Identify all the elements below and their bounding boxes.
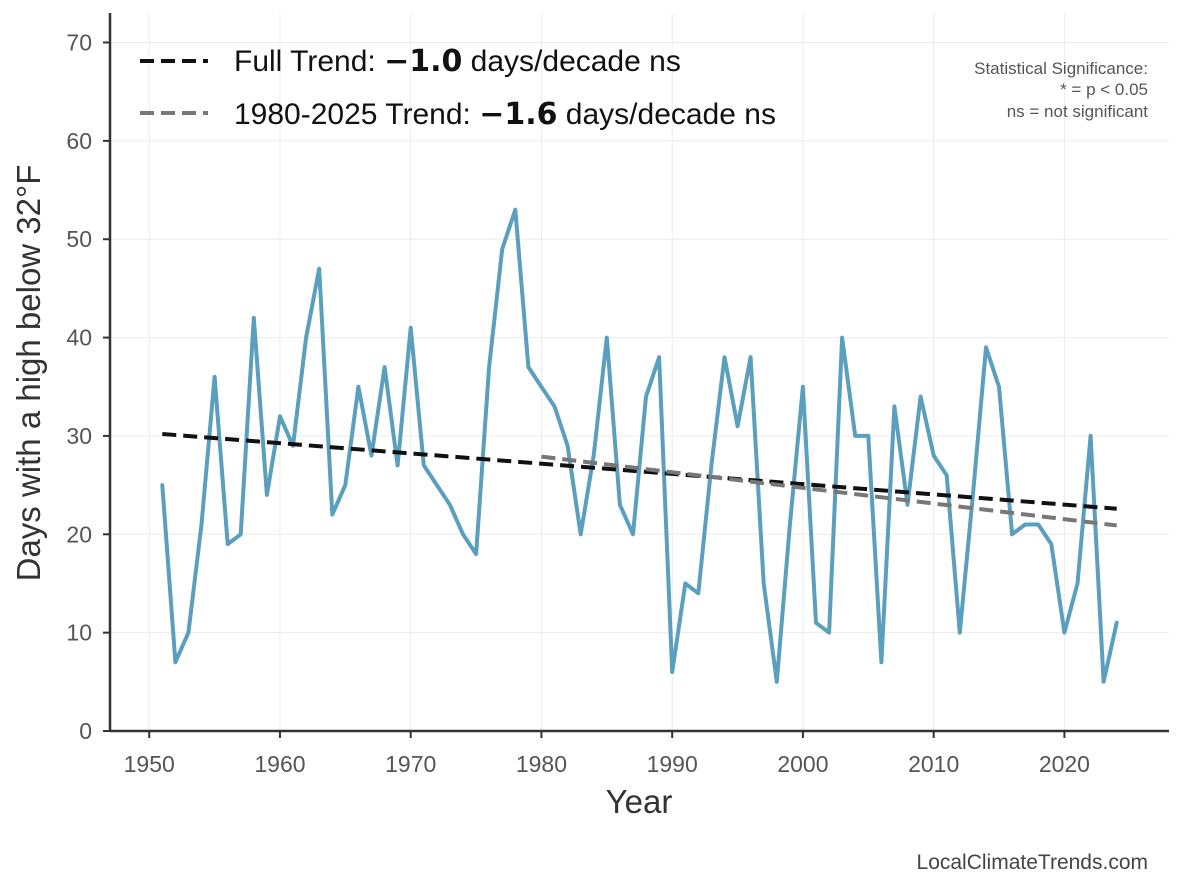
axes [108, 13, 1169, 733]
legend-label-recent-trend: 1980-2025 Trend: −1.6 days/decade ns [234, 97, 776, 132]
legend-full-trend-suffix: days/decade ns [462, 45, 680, 78]
y-tick-label: 60 [66, 128, 92, 154]
legend-recent-trend-suffix: days/decade ns [557, 98, 775, 131]
x-tick-label: 1980 [516, 751, 567, 777]
legend-full-trend-prefix: Full Trend: [234, 45, 384, 78]
y-tick-label: 70 [66, 30, 92, 56]
significance-line-3: ns = not significant [1007, 102, 1149, 121]
significance-line-1: Statistical Significance: [974, 59, 1148, 78]
y-tick-label: 20 [66, 521, 92, 547]
trend-line [162, 431, 1117, 511]
x-tick-label: 2000 [777, 751, 828, 777]
y-ticks: 0 10 20 30 40 50 60 70 [66, 30, 110, 744]
legend-recent-trend-value: −1.6 [479, 97, 557, 132]
series-group [160, 207, 1119, 684]
legend: Full Trend: −1.0 days/decade ns 1980-202… [140, 44, 776, 132]
series-line [160, 207, 1119, 684]
x-tick-label: 1990 [647, 751, 698, 777]
x-axis-title: Year [606, 783, 673, 820]
source-credit: LocalClimateTrends.com [917, 851, 1148, 874]
y-tick-label: 0 [79, 718, 92, 744]
y-tick-label: 10 [66, 620, 92, 646]
trend-lines [162, 431, 1117, 528]
x-tick-label: 1950 [124, 751, 175, 777]
x-tick-label: 2010 [908, 751, 959, 777]
x-ticks: 1950 1960 1970 1980 1990 2000 2010 2020 [124, 731, 1090, 777]
y-axis-title: Days with a high below 32°F [10, 165, 47, 582]
y-tick-label: 50 [66, 226, 92, 252]
significance-note: Statistical Significance: * = p < 0.05 n… [974, 59, 1148, 121]
significance-line-2: * = p < 0.05 [1060, 80, 1148, 99]
legend-recent-trend-prefix: 1980-2025 Trend: [234, 98, 479, 131]
x-tick-label: 1960 [254, 751, 305, 777]
y-tick-label: 30 [66, 423, 92, 449]
trend-line [541, 454, 1117, 528]
y-tick-label: 40 [66, 325, 92, 351]
x-tick-label: 2020 [1039, 751, 1090, 777]
legend-full-trend-value: −1.0 [384, 44, 462, 79]
legend-label-full-trend: Full Trend: −1.0 days/decade ns [234, 44, 681, 79]
x-tick-label: 1970 [385, 751, 436, 777]
